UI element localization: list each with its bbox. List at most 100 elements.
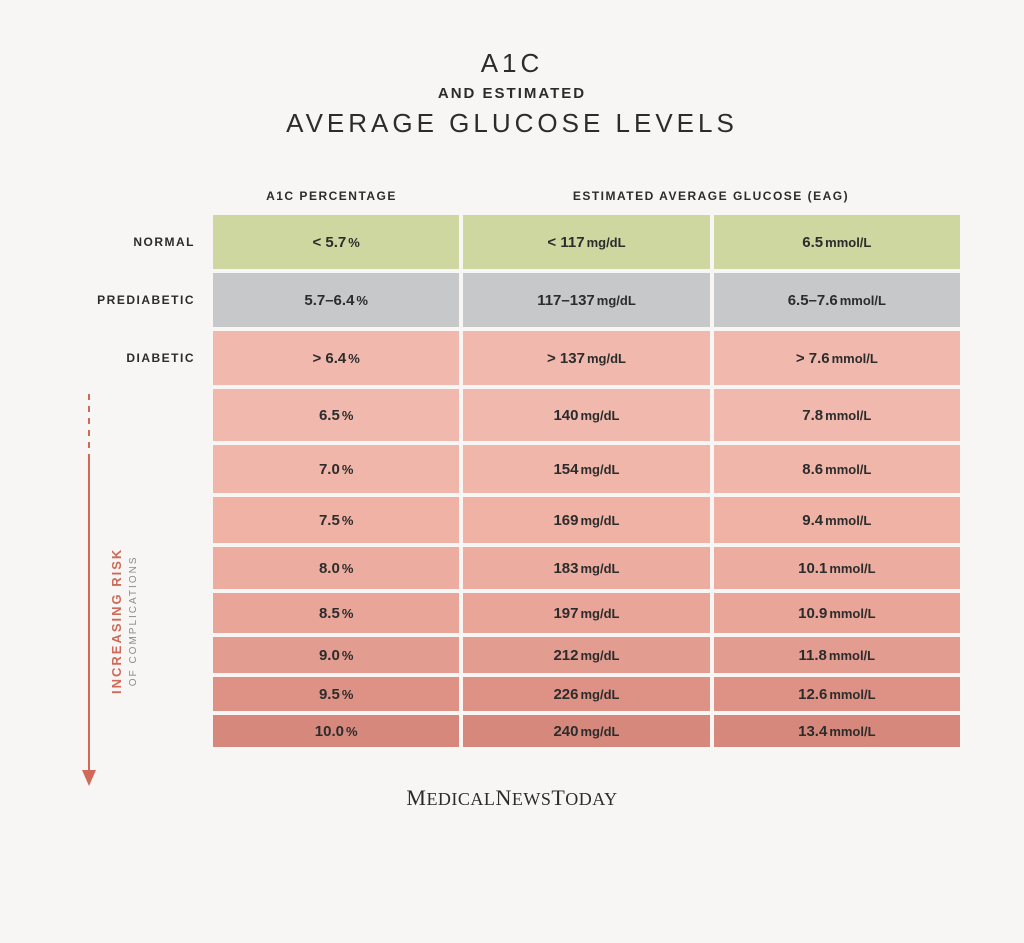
cell-unit: %	[348, 235, 360, 250]
brand-part: EDICAL	[426, 789, 495, 809]
column-headers: A1C PERCENTAGE ESTIMATED AVERAGE GLUCOSE…	[60, 189, 964, 203]
data-cell: 11.8mmol/L	[714, 637, 960, 673]
col-header-eag: ESTIMATED AVERAGE GLUCOSE (EAG)	[458, 189, 964, 203]
cell-value: 169	[553, 512, 578, 529]
data-cell: 6.5mmol/L	[714, 215, 960, 269]
cell-value: 12.6	[798, 686, 827, 703]
data-cell: 140mg/dL	[463, 389, 709, 441]
cell-value: 9.0	[319, 647, 340, 664]
data-cell: 117–137mg/dL	[463, 273, 709, 327]
cell-value: 6.5	[319, 407, 340, 424]
data-cell: 10.1mmol/L	[714, 547, 960, 589]
data-cell: 9.5%	[213, 677, 459, 711]
cell-value: 10.0	[315, 723, 344, 740]
data-cell: 7.0%	[213, 445, 459, 493]
brand-part: ODAY	[565, 789, 617, 809]
data-cell: < 117mg/dL	[463, 215, 709, 269]
data-cell: 5.7–6.4%	[213, 273, 459, 327]
table-row: DIABETIC> 6.4%> 137mg/dL> 7.6mmol/L	[64, 331, 960, 385]
data-cell: 9.4mmol/L	[714, 497, 960, 543]
cell-unit: mg/dL	[581, 462, 620, 477]
cell-value: 10.1	[798, 560, 827, 577]
data-cell: 9.0%	[213, 637, 459, 673]
cell-unit: mmol/L	[829, 648, 875, 663]
cell-unit: mmol/L	[825, 408, 871, 423]
cell-unit: mmol/L	[825, 235, 871, 250]
cell-value: 117–137	[537, 292, 595, 309]
cell-unit: %	[342, 513, 354, 528]
risk-label-main: INCREASING RISK	[109, 548, 124, 694]
title-line1: A1C	[0, 48, 1024, 79]
cell-value: > 137	[547, 350, 585, 367]
arrow-solid	[88, 454, 90, 774]
table-row: 8.0%183mg/dL10.1mmol/L	[64, 547, 960, 589]
data-cell: 13.4mmol/L	[714, 715, 960, 747]
risk-label-sub: OF COMPLICATIONS	[128, 548, 139, 694]
brand-part: M	[406, 785, 426, 810]
cell-unit: mmol/L	[832, 351, 878, 366]
risk-arrow	[88, 394, 90, 794]
cell-unit: mg/dL	[581, 561, 620, 576]
row-category-label: DIABETIC	[64, 331, 209, 385]
data-cell: 6.5%	[213, 389, 459, 441]
data-cell: 10.0%	[213, 715, 459, 747]
cell-unit: mg/dL	[581, 687, 620, 702]
data-cell: > 7.6mmol/L	[714, 331, 960, 385]
data-cell: 8.0%	[213, 547, 459, 589]
data-cell: 154mg/dL	[463, 445, 709, 493]
cell-unit: mmol/L	[840, 293, 886, 308]
cell-value: > 6.4	[312, 350, 346, 367]
table-row: 9.5%226mg/dL12.6mmol/L	[64, 677, 960, 711]
cell-value: 7.8	[802, 407, 823, 424]
cell-unit: %	[342, 648, 354, 663]
brand-part: T	[551, 785, 565, 810]
cell-value: 226	[553, 686, 578, 703]
cell-unit: %	[342, 462, 354, 477]
data-cell: 10.9mmol/L	[714, 593, 960, 633]
cell-value: 140	[553, 407, 578, 424]
row-category-label	[64, 497, 209, 543]
cell-value: 6.5–7.6	[788, 292, 838, 309]
cell-value: 13.4	[798, 723, 827, 740]
brand-part: N	[495, 785, 511, 810]
cell-unit: mg/dL	[587, 235, 626, 250]
data-cell: 6.5–7.6mmol/L	[714, 273, 960, 327]
cell-value: 8.6	[802, 461, 823, 478]
table-row: 7.0%154mg/dL8.6mmol/L	[64, 445, 960, 493]
row-category-label	[64, 715, 209, 747]
cell-value: 7.0	[319, 461, 340, 478]
cell-value: 240	[553, 723, 578, 740]
col-header-a1c: A1C PERCENTAGE	[205, 189, 458, 203]
cell-unit: mmol/L	[825, 513, 871, 528]
data-cell: 7.8mmol/L	[714, 389, 960, 441]
title-line3: AVERAGE GLUCOSE LEVELS	[0, 108, 1024, 139]
cell-value: > 7.6	[796, 350, 830, 367]
data-cell: 169mg/dL	[463, 497, 709, 543]
cell-unit: mg/dL	[581, 408, 620, 423]
cell-value: 11.8	[799, 647, 827, 664]
data-cell: < 5.7%	[213, 215, 459, 269]
arrow-dashed	[88, 394, 90, 454]
table-row: PREDIABETIC5.7–6.4%117–137mg/dL6.5–7.6mm…	[64, 273, 960, 327]
data-cell: 8.5%	[213, 593, 459, 633]
cell-value: 7.5	[319, 512, 340, 529]
table-row: 8.5%197mg/dL10.9mmol/L	[64, 593, 960, 633]
cell-unit: mg/dL	[587, 351, 626, 366]
data-cell: > 137mg/dL	[463, 331, 709, 385]
data-cell: 183mg/dL	[463, 547, 709, 589]
table-row: 7.5%169mg/dL9.4mmol/L	[64, 497, 960, 543]
cell-unit: mmol/L	[829, 687, 875, 702]
cell-unit: mmol/L	[829, 561, 875, 576]
cell-unit: %	[348, 351, 360, 366]
cell-unit: mg/dL	[597, 293, 636, 308]
table-row: NORMAL< 5.7%< 117mg/dL6.5mmol/L	[64, 215, 960, 269]
cell-unit: mg/dL	[581, 724, 620, 739]
data-cell: 226mg/dL	[463, 677, 709, 711]
cell-unit: %	[346, 724, 358, 739]
brand-part: EWS	[512, 789, 552, 809]
data-cell: 7.5%	[213, 497, 459, 543]
title-line2: AND ESTIMATED	[0, 85, 1024, 102]
row-category-label: PREDIABETIC	[64, 273, 209, 327]
data-cell: 212mg/dL	[463, 637, 709, 673]
cell-unit: mmol/L	[829, 724, 875, 739]
